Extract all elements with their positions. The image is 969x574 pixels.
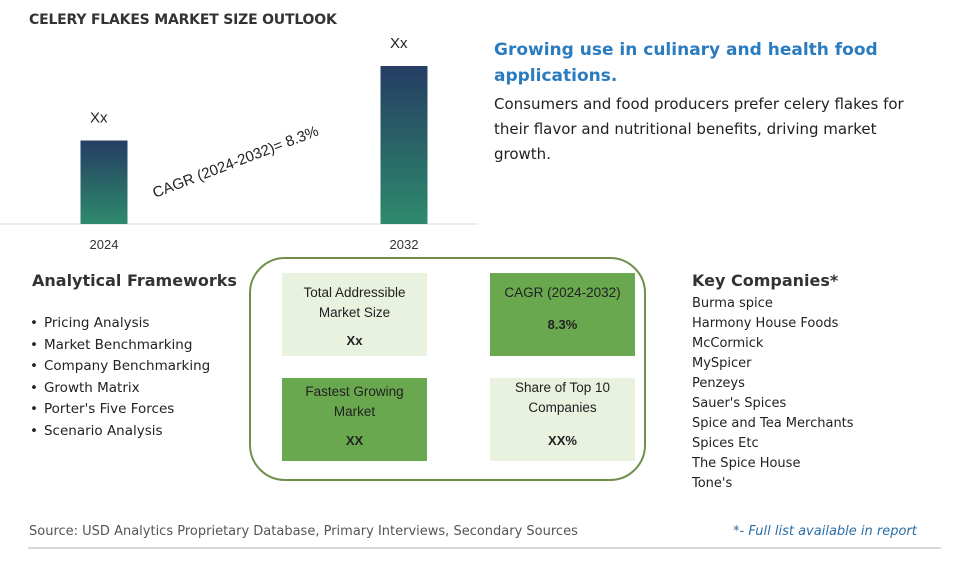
cagr-annotation: CAGR (2024-2032)= 8.3% <box>150 123 321 202</box>
tam-label: Total Addressible Market Size <box>303 285 406 320</box>
fastest-growing-value: XX <box>345 433 364 448</box>
data-label-2032: Xx <box>390 35 408 52</box>
top10-share-label: Share of Top 10 Companies <box>514 380 611 415</box>
tam-value: Xx <box>346 333 363 348</box>
headline: Growing use in culinary and health food … <box>494 40 878 86</box>
source-note: Source: USD Analytics Proprietary Databa… <box>29 524 578 539</box>
description: Consumers and food producers prefer cele… <box>494 95 904 163</box>
company-item: MySpicer <box>692 356 752 371</box>
fastest-growing-card: Fastest Growing Market XX <box>282 378 427 461</box>
company-item: Sauer's Spices <box>692 396 787 411</box>
framework-item: Company Benchmarking <box>30 356 210 378</box>
bar-2024 <box>80 140 128 224</box>
full-list-note: *- Full list available in report <box>733 524 917 539</box>
footer-divider <box>28 547 941 549</box>
company-item: Harmony House Foods <box>692 316 839 331</box>
company-item: The Spice House <box>692 456 801 471</box>
framework-item: Pricing Analysis <box>30 313 210 335</box>
framework-item: Market Benchmarking <box>30 335 210 357</box>
cagr-value: 8.3% <box>547 317 578 332</box>
company-item: McCormick <box>692 336 764 351</box>
metrics-panel <box>249 257 646 481</box>
cagr-label: CAGR (2024-2032) <box>504 285 621 300</box>
key-companies-heading: Key Companies* <box>692 271 839 290</box>
tam-card: Total Addressible Market Size Xx <box>282 273 427 356</box>
bar-2032 <box>380 66 428 224</box>
company-item: Burma spice <box>692 296 773 311</box>
company-item: Spice and Tea Merchants <box>692 416 854 431</box>
company-item: Penzeys <box>692 376 745 391</box>
cagr-card: CAGR (2024-2032) 8.3% <box>490 273 635 356</box>
company-item: Spices Etc <box>692 436 759 451</box>
top10-share-value: XX% <box>548 433 577 448</box>
x-tick-2032: 2032 <box>390 237 419 252</box>
fastest-growing-label: Fastest Growing Market <box>305 384 404 419</box>
frameworks-heading: Analytical Frameworks <box>32 271 237 290</box>
market-size-chart: Xx 2024 Xx 2032 CAGR (2024-2032)= 8.3% <box>0 35 478 252</box>
x-tick-2024: 2024 <box>90 237 119 252</box>
framework-item: Growth Matrix <box>30 378 210 400</box>
top10-share-card: Share of Top 10 Companies XX% <box>490 378 635 461</box>
key-companies-list: Burma spice Harmony House Foods McCormic… <box>692 294 854 494</box>
frameworks-list: Pricing Analysis Market Benchmarking Com… <box>30 313 210 443</box>
data-label-2024: Xx <box>90 110 108 127</box>
framework-item: Porter's Five Forces <box>30 399 210 421</box>
company-item: Tone's <box>692 476 733 491</box>
chart-title: CELERY FLAKES MARKET SIZE OUTLOOK <box>29 12 337 28</box>
framework-item: Scenario Analysis <box>30 421 210 443</box>
